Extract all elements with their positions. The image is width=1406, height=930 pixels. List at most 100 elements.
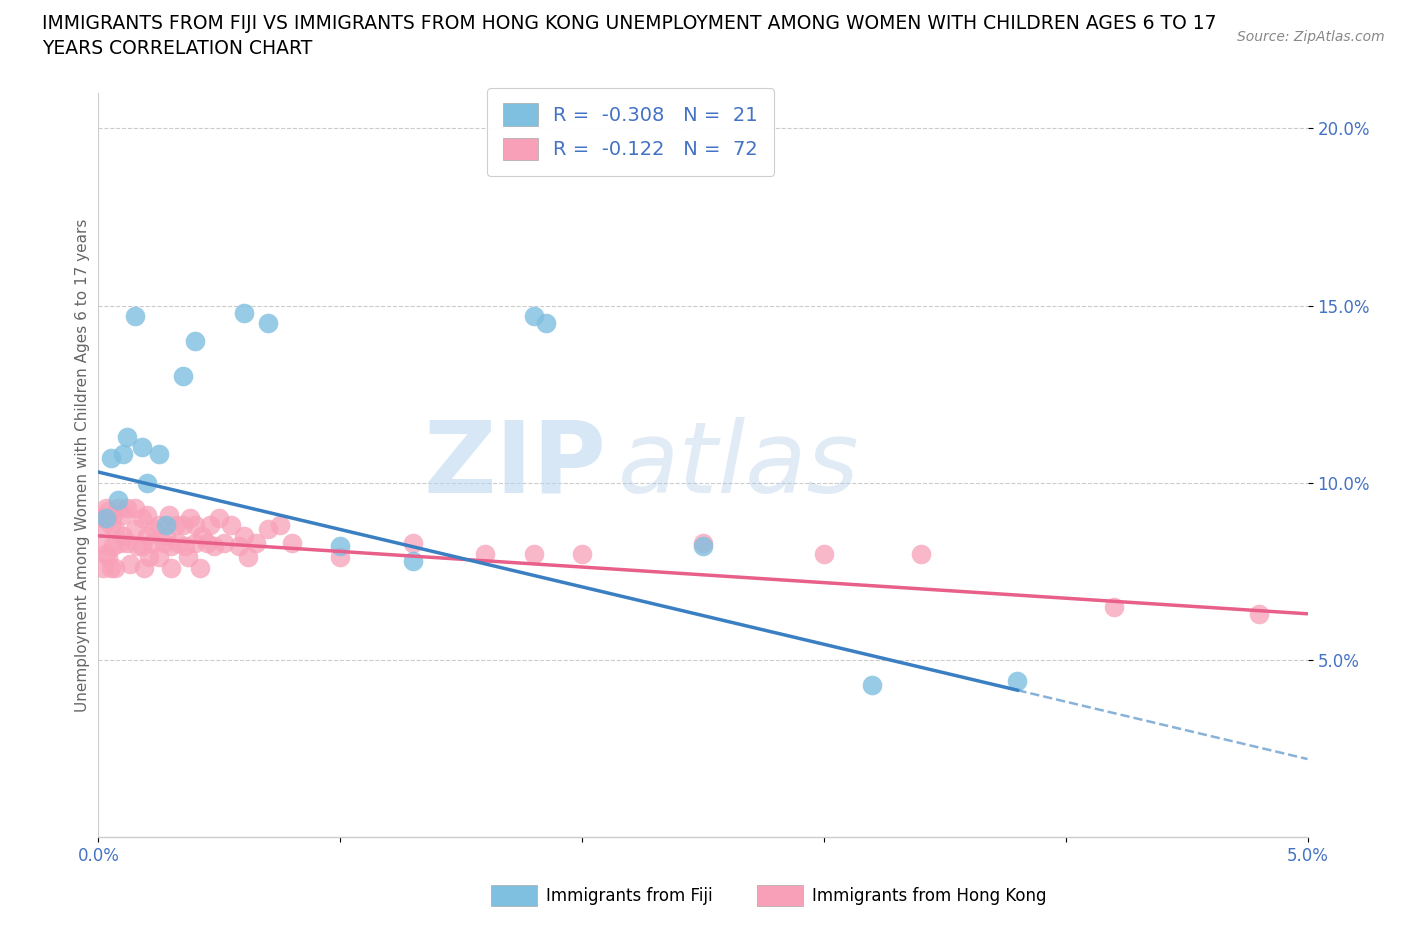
Point [523,546,546,561]
Point [523,309,546,324]
Point [118,557,141,572]
Point [124,522,146,537]
Point [692,536,714,551]
Point [134,560,156,575]
Point [184,518,207,533]
Point [191,528,214,543]
Point [692,539,714,554]
Point [155,528,177,543]
Point [212,536,235,551]
Point [90,511,112,525]
Point [172,518,194,533]
FancyBboxPatch shape [492,885,537,906]
Point [184,334,207,349]
Point [100,450,122,465]
Point [1007,673,1029,688]
Point [177,550,200,565]
Point [402,553,425,568]
Point [148,550,170,565]
Point [160,539,183,554]
Point [402,536,425,551]
Point [111,447,134,462]
Point [131,511,153,525]
Point [1102,599,1125,614]
Point [1249,606,1271,621]
Point [198,518,221,533]
Point [228,539,250,554]
Text: Immigrants from Hong Kong: Immigrants from Hong Kong [811,887,1046,905]
Point [195,536,218,551]
Point [232,528,254,543]
Point [238,550,260,565]
Point [138,550,160,565]
Point [221,518,243,533]
Point [111,507,134,522]
Point [860,677,883,692]
Point [104,560,127,575]
Text: YEARS CORRELATION CHART: YEARS CORRELATION CHART [42,39,312,58]
Point [91,560,114,575]
Point [117,500,139,515]
Point [269,518,291,533]
Point [127,539,149,554]
Point [135,528,157,543]
Point [148,447,170,462]
FancyBboxPatch shape [758,885,803,906]
Text: ZIP: ZIP [423,417,606,513]
Point [188,560,211,575]
Point [910,546,932,561]
Point [117,536,139,551]
Point [100,560,122,575]
Point [91,518,114,533]
Point [107,493,129,508]
Point [329,550,352,565]
Point [148,518,170,533]
Point [94,500,117,515]
Point [124,309,146,324]
Point [97,550,120,565]
Point [232,305,254,320]
Point [104,522,127,537]
Point [184,536,207,551]
Point [813,546,835,561]
Point [111,528,134,543]
Point [94,511,117,525]
Point [143,522,166,537]
Point [155,518,177,533]
Point [100,518,122,533]
Point [157,507,180,522]
Point [131,440,153,455]
Point [94,546,117,561]
Point [117,430,139,445]
Point [571,546,593,561]
Point [101,507,124,522]
Point [474,546,496,561]
Point [107,500,129,515]
Y-axis label: Unemployment Among Women with Children Ages 6 to 17 years: Unemployment Among Women with Children A… [75,219,90,711]
Point [534,316,557,331]
Point [131,539,153,554]
Point [97,504,120,519]
Point [165,518,187,533]
Point [281,536,304,551]
Point [256,522,278,537]
Text: atlas: atlas [619,417,860,513]
Point [135,507,157,522]
Point [204,539,226,554]
Point [174,539,197,554]
Text: Source: ZipAtlas.com: Source: ZipAtlas.com [1237,30,1385,44]
Point [124,500,146,515]
Point [152,536,174,551]
Point [172,369,194,384]
Point [141,536,163,551]
Point [160,560,183,575]
Point [90,536,112,551]
Legend: R =  -0.308   N =  21, R =  -0.122   N =  72: R = -0.308 N = 21, R = -0.122 N = 72 [488,87,773,176]
Text: IMMIGRANTS FROM FIJI VS IMMIGRANTS FROM HONG KONG UNEMPLOYMENT AMONG WOMEN WITH : IMMIGRANTS FROM FIJI VS IMMIGRANTS FROM … [42,14,1216,33]
Point [208,511,231,525]
Point [245,536,267,551]
Point [256,316,278,331]
Point [108,536,131,551]
Point [101,539,124,554]
Text: Immigrants from Fiji: Immigrants from Fiji [546,887,713,905]
